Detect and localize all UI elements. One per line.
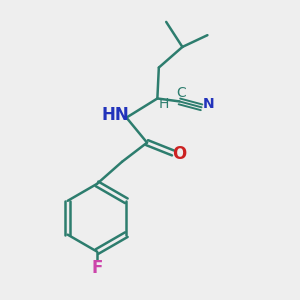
Text: H: H xyxy=(159,97,169,111)
Text: C: C xyxy=(176,86,186,100)
Text: N: N xyxy=(203,98,215,111)
Text: HN: HN xyxy=(101,106,129,124)
Text: F: F xyxy=(91,259,103,277)
Text: O: O xyxy=(172,146,187,164)
